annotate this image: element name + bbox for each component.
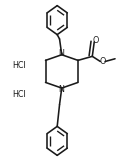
Text: HCl: HCl [13,90,26,99]
Text: N: N [58,49,64,58]
Text: O: O [99,57,106,66]
Text: HCl: HCl [13,61,26,70]
Text: O: O [92,36,99,45]
Text: N: N [58,85,64,94]
